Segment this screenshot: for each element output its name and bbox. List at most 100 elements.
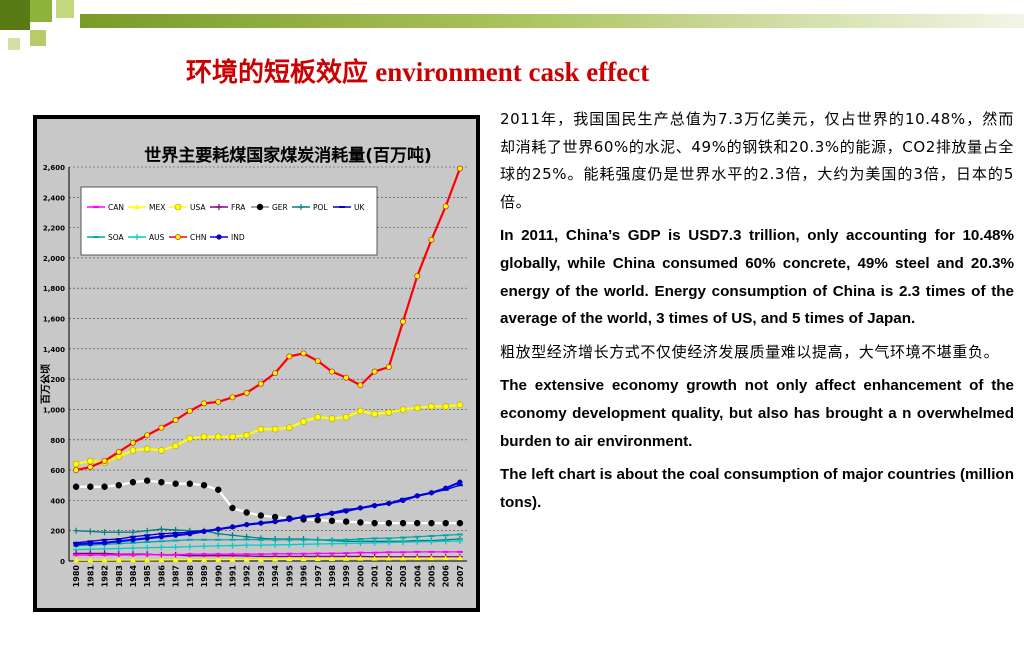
point-CHN [286,353,293,360]
point-IND [457,479,463,485]
x-tick-label: 2003 [399,565,408,587]
point-UK [300,516,307,519]
point-CHN [229,394,236,401]
x-tick-label: 2001 [371,565,380,588]
point-USA [342,413,350,421]
point-CAN [186,553,193,556]
point-MEX [328,556,335,562]
corner-square-tiny [8,38,20,50]
point-POL [115,529,122,536]
point-POL [129,529,136,536]
point-UK [339,206,345,208]
point-SOA [385,537,392,540]
point-SOA [414,535,421,538]
legend-label-MEX: MEX [149,203,165,212]
point-CHN [400,318,406,325]
series-line-POL [76,528,460,542]
point-CAN [442,550,449,553]
point-GER [442,519,449,527]
point-CHN [257,380,264,387]
point-GER [385,519,393,527]
point-CHN [186,408,193,414]
point-POL [101,529,108,536]
x-tick-label: 1987 [172,565,181,587]
point-USA [300,418,307,425]
point-MEX [158,556,165,562]
point-CHN [272,370,279,376]
point-USA [186,434,194,442]
point-AUS [357,540,364,547]
point-UK [371,503,378,506]
point-MEX [314,556,321,562]
y-tick-label: 1,600 [43,316,65,324]
point-CHN [314,358,321,364]
point-UK [414,494,421,497]
point-UK [428,491,435,494]
x-tick-label: 2007 [456,565,465,587]
point-UK [172,531,179,534]
point-CAN [300,552,307,555]
point-CHN [357,382,364,389]
x-tick-label: 1998 [328,565,337,588]
coal-consumption-chart: 世界主要耗煤国家煤炭消耗量(百万吨) 0 200 400 600 800 1,000 1,20… [37,119,476,608]
point-AUS [272,541,279,548]
point-UK [243,523,250,526]
point-SOA [272,538,279,541]
point-CAN [101,553,108,556]
point-USA [172,442,179,450]
point-UK [343,508,350,511]
point-GER [229,504,236,512]
point-UK [129,535,136,538]
x-tick-label: 1980 [72,565,81,588]
point-AUS [134,234,140,240]
point-MEX [428,555,435,561]
point-MEX [343,555,350,561]
x-tick-label: 1992 [243,565,252,587]
series-line-SOA [76,533,460,547]
point-MEX [385,555,392,561]
point-CAN [371,551,378,554]
point-AUS [343,540,350,547]
point-CHN [172,417,179,423]
point-UK [400,497,407,500]
y-tick-label: 2,000 [43,255,65,263]
legend-box [80,186,378,256]
corner-square-lower [30,30,46,46]
point-UK [186,531,193,534]
legend-label-CHN: CHN [190,233,207,242]
point-GER [186,480,194,487]
point-CAN [144,553,151,556]
point-CHN [371,368,378,375]
point-MEX [134,204,140,209]
legend-label-AUS: AUS [149,233,165,242]
x-tick-label: 1986 [157,565,166,588]
point-GER [129,478,137,486]
point-SOA [158,540,165,543]
point-POL [172,526,179,533]
point-GER [257,512,265,519]
point-MEX [172,556,179,562]
point-AUS [385,539,392,546]
point-AUS [172,544,179,551]
point-UK [115,538,122,541]
point-SOA [428,534,435,537]
point-USA [158,447,165,454]
x-tick-label: 1989 [200,565,209,588]
point-AUS [158,544,165,551]
paragraph-4: The extensive economy growth not only af… [500,377,1014,450]
point-CAN [215,553,222,556]
point-USA [229,433,236,441]
legend-label-USA: USA [190,203,206,212]
point-CHN [144,432,151,439]
point-MEX [400,555,407,561]
point-UK [286,519,293,522]
point-GER [158,478,165,486]
y-tick-label: 2,600 [43,164,65,172]
point-SOA [371,537,378,540]
point-CAN [129,553,136,556]
series-line-USA [75,403,461,466]
point-CAN [87,553,94,556]
point-CAN [414,550,421,553]
point-CAN [428,550,435,553]
point-SOA [186,538,193,541]
